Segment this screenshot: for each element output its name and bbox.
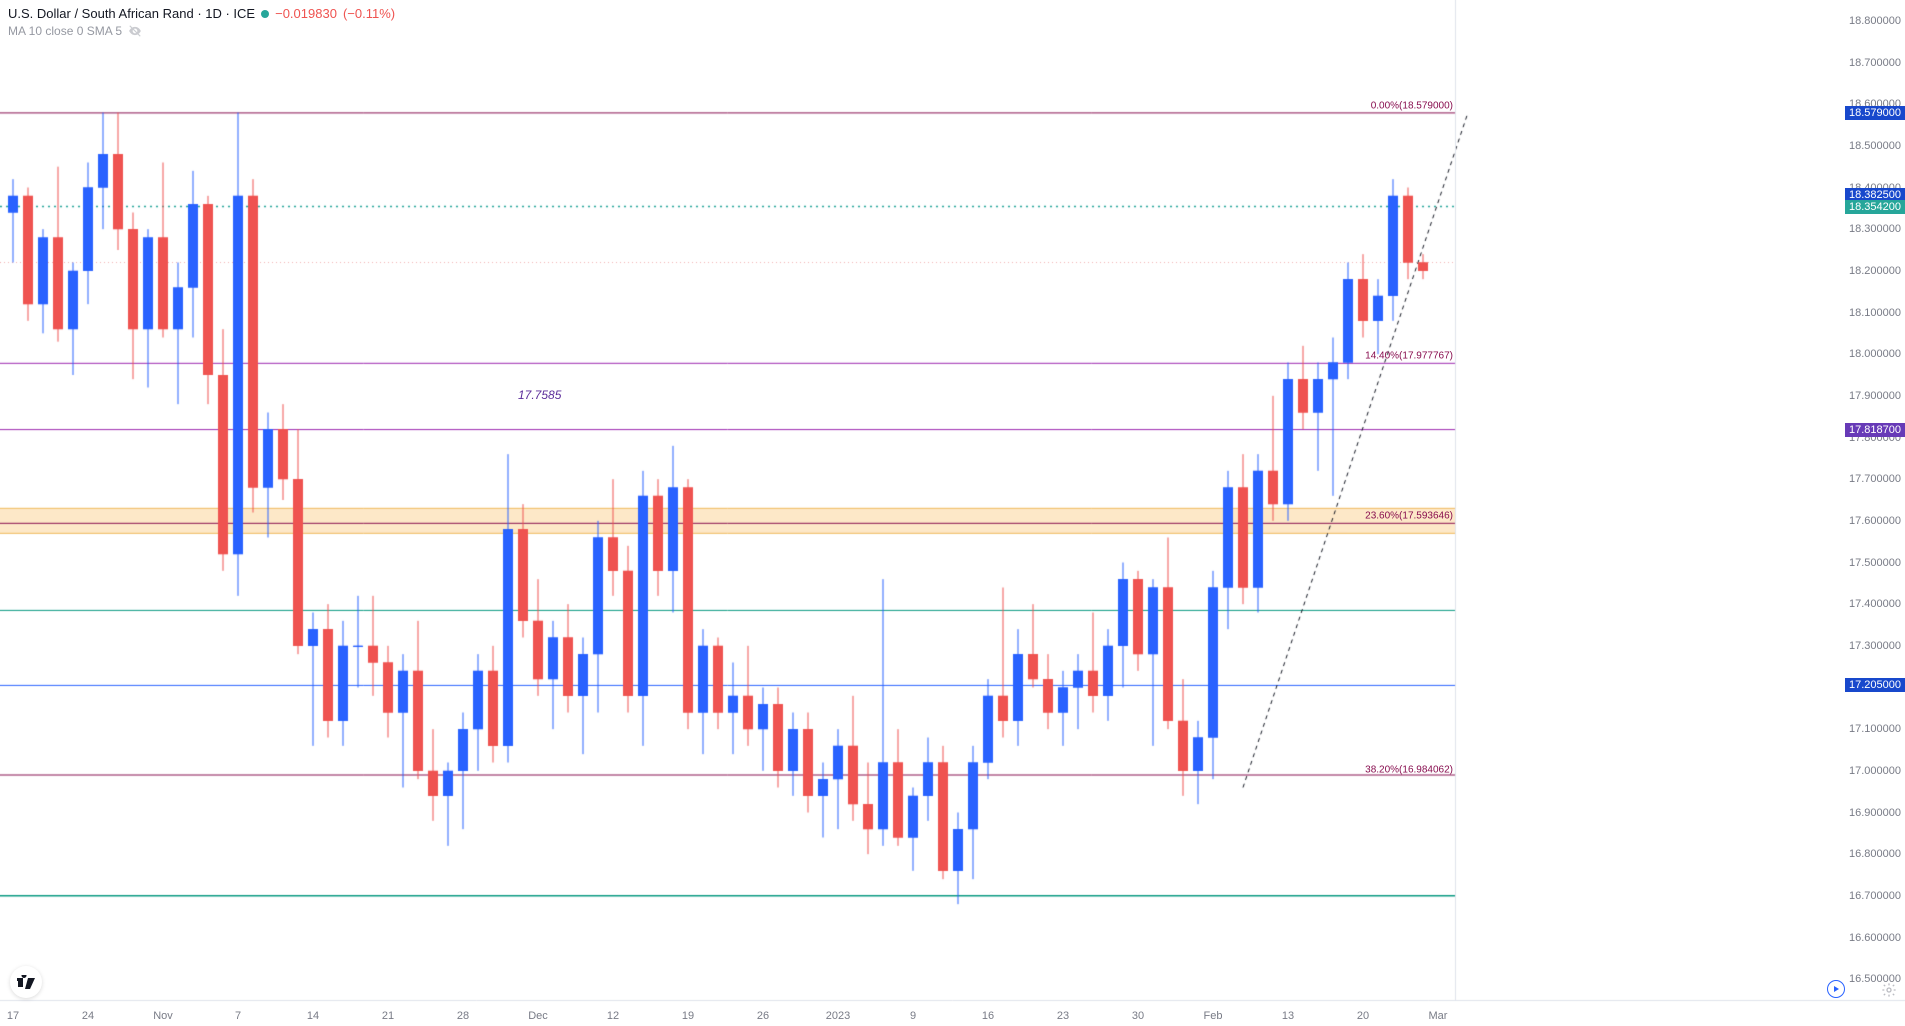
yaxis-tick-label: 17.100000 (1849, 723, 1901, 735)
yaxis-tick-label: 16.800000 (1849, 848, 1901, 860)
yaxis-tick-label: 18.700000 (1849, 57, 1901, 69)
xaxis-tick-label: 12 (607, 1010, 619, 1022)
xaxis-tick-label: Dec (528, 1010, 548, 1022)
xaxis-tick-label: Feb (1204, 1010, 1223, 1022)
visibility-icon (128, 24, 142, 38)
yaxis-tick-label: 18.500000 (1849, 140, 1901, 152)
xaxis-tick-label: 13 (1282, 1010, 1294, 1022)
indicator-text: MA 10 close 0 SMA 5 (8, 24, 122, 38)
chart-annotation: 17.7585 (518, 388, 561, 402)
xaxis-tick-label: Mar (1429, 1010, 1448, 1022)
xaxis-tick-label: 26 (757, 1010, 769, 1022)
xaxis-tick-label: 23 (1057, 1010, 1069, 1022)
tradingview-logo[interactable] (10, 966, 42, 998)
fib-level-label: 14.40%(17.977767) (1365, 351, 1453, 362)
yaxis-tick-label: 17.000000 (1849, 765, 1901, 777)
xaxis-tick-label: 17 (7, 1010, 19, 1022)
xaxis-tick-label: Nov (153, 1010, 173, 1022)
price-change: −0.019830 (275, 6, 337, 21)
xaxis-tick-label: 2023 (826, 1010, 850, 1022)
price-chart-canvas[interactable] (0, 0, 1905, 1026)
yaxis-tick-label: 16.700000 (1849, 890, 1901, 902)
xaxis-tick-label: 7 (235, 1010, 241, 1022)
yaxis-tick-label: 16.500000 (1849, 973, 1901, 985)
yaxis-tick-label: 18.300000 (1849, 223, 1901, 235)
price-axis-tag: 17.818700 (1845, 423, 1905, 437)
yaxis-tick-label: 17.500000 (1849, 557, 1901, 569)
tv-logo-icon (17, 975, 35, 989)
yaxis-tick-label: 17.600000 (1849, 515, 1901, 527)
xaxis-tick-label: 21 (382, 1010, 394, 1022)
fib-level-label: 38.20%(16.984062) (1365, 765, 1453, 776)
yaxis-tick-label: 18.000000 (1849, 348, 1901, 360)
goto-date-button[interactable] (1827, 980, 1845, 998)
price-axis-tag: 18.579000 (1845, 106, 1905, 120)
price-axis-tag: 18.354200 (1845, 200, 1905, 214)
symbol-title: U.S. Dollar / South African Rand · 1D · … (8, 6, 255, 21)
xaxis-tick-label: 9 (910, 1010, 916, 1022)
yaxis-tick-label: 18.200000 (1849, 265, 1901, 277)
market-status-dot (261, 10, 269, 18)
fib-level-label: 23.60%(17.593646) (1365, 511, 1453, 522)
xaxis-tick-label: 20 (1357, 1010, 1369, 1022)
yaxis-tick-label: 17.700000 (1849, 473, 1901, 485)
chart-root: U.S. Dollar / South African Rand · 1D · … (0, 0, 1905, 1026)
price-axis-tag: 17.205000 (1845, 678, 1905, 692)
symbol-header[interactable]: U.S. Dollar / South African Rand · 1D · … (8, 6, 395, 21)
xaxis-tick-label: 19 (682, 1010, 694, 1022)
xaxis-tick-label: 24 (82, 1010, 94, 1022)
indicator-legend[interactable]: MA 10 close 0 SMA 5 (8, 24, 142, 38)
yaxis-tick-label: 16.900000 (1849, 807, 1901, 819)
yaxis-tick-label: 18.100000 (1849, 307, 1901, 319)
xaxis-tick-label: 28 (457, 1010, 469, 1022)
xaxis-tick-label: 14 (307, 1010, 319, 1022)
yaxis-tick-label: 18.800000 (1849, 15, 1901, 27)
fib-level-label: 0.00%(18.579000) (1371, 100, 1453, 111)
xaxis-tick-label: 16 (982, 1010, 994, 1022)
xaxis-tick-label: 30 (1132, 1010, 1144, 1022)
yaxis-tick-label: 16.600000 (1849, 932, 1901, 944)
yaxis-tick-label: 17.300000 (1849, 640, 1901, 652)
yaxis-tick-label: 17.900000 (1849, 390, 1901, 402)
price-change-pct: (−0.11%) (343, 6, 395, 21)
yaxis-tick-label: 17.400000 (1849, 598, 1901, 610)
